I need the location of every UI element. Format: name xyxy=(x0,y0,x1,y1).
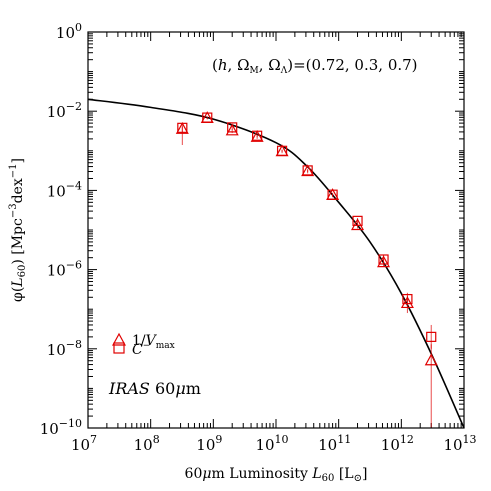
legend-label-cminus: C− xyxy=(132,341,150,358)
y-tick-label: 100 xyxy=(56,21,82,42)
y-tick-label: 10−6 xyxy=(47,259,82,280)
x-tick-labels: 107 108 109 1010 1011 1012 1013 xyxy=(71,433,477,454)
y-tick-label: 10−4 xyxy=(47,179,82,200)
data-point-square xyxy=(177,122,188,133)
data-point-square xyxy=(426,331,437,342)
data-point-square xyxy=(302,165,313,176)
x-tick-label: 109 xyxy=(196,433,222,454)
legend-label-vmax: 1/Vmax xyxy=(132,333,175,351)
x-tick-label: 108 xyxy=(134,433,160,454)
fit-curve-layer xyxy=(87,98,465,429)
legend-square-marker xyxy=(113,342,125,354)
data-point-square xyxy=(327,189,338,200)
data-point-square xyxy=(227,122,238,133)
data-point-square xyxy=(352,215,363,226)
legend: 1/Vmax C− xyxy=(111,332,175,358)
data-point-triangle xyxy=(301,164,315,177)
data-point-triangle xyxy=(377,255,391,268)
data-point-triangle xyxy=(400,296,414,309)
axis-ticks xyxy=(87,31,465,429)
y-axis-label: φ(L60) [Mpc−3dex−1] xyxy=(8,158,28,302)
data-point-square xyxy=(378,254,389,265)
data-point-triangle xyxy=(424,353,438,366)
y-tick-label: 10−8 xyxy=(47,338,82,359)
band-annotation: IRAS 60μm xyxy=(108,379,201,398)
marker-layer xyxy=(175,111,438,366)
y-tick-labels: 100 10−2 10−4 10−6 10−8 10−10 xyxy=(40,21,82,438)
x-tick-label: 1011 xyxy=(318,433,351,454)
cosmology-annotation: (h, ΩM, ΩΛ)=(0.72, 0.3, 0.7) xyxy=(212,56,418,76)
y-tick-label: 10−10 xyxy=(40,417,82,438)
x-tick-label: 107 xyxy=(71,433,97,454)
x-tick-label: 1012 xyxy=(381,433,414,454)
x-tick-label: 1013 xyxy=(443,433,476,454)
y-tick-label: 10−2 xyxy=(47,100,82,121)
data-point-triangle xyxy=(351,218,365,231)
legend-triangle-marker xyxy=(111,332,127,346)
data-point-triangle xyxy=(175,122,189,134)
data-point-triangle xyxy=(225,123,239,136)
data-point-square xyxy=(252,130,263,141)
x-tick-label: 1010 xyxy=(255,433,288,454)
data-point-square xyxy=(202,112,213,123)
errorbar-layer xyxy=(181,116,432,428)
plot-frame xyxy=(87,31,465,429)
data-point-triangle xyxy=(250,129,264,142)
data-point-square xyxy=(402,293,413,305)
x-axis-label: 60μm Luminosity L60 [L⊙] xyxy=(185,466,368,484)
data-point-square xyxy=(276,145,288,156)
fit-curve xyxy=(87,98,465,429)
